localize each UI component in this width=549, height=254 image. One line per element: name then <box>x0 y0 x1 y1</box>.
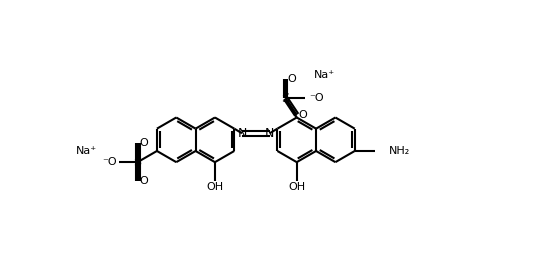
Text: O: O <box>299 110 307 120</box>
Text: Na⁺: Na⁺ <box>76 146 97 156</box>
Text: S: S <box>282 92 289 105</box>
Text: ⁻O: ⁻O <box>309 93 324 103</box>
Text: O: O <box>139 138 148 148</box>
Text: O: O <box>287 74 296 84</box>
Text: N: N <box>265 127 274 140</box>
Text: ⁻O: ⁻O <box>103 157 117 167</box>
Text: OH: OH <box>288 182 305 192</box>
Text: NH₂: NH₂ <box>389 146 410 156</box>
Text: S: S <box>133 156 142 169</box>
Text: O: O <box>139 176 148 186</box>
Text: OH: OH <box>206 182 223 192</box>
Text: Na⁺: Na⁺ <box>313 70 335 80</box>
Text: N: N <box>237 127 247 140</box>
